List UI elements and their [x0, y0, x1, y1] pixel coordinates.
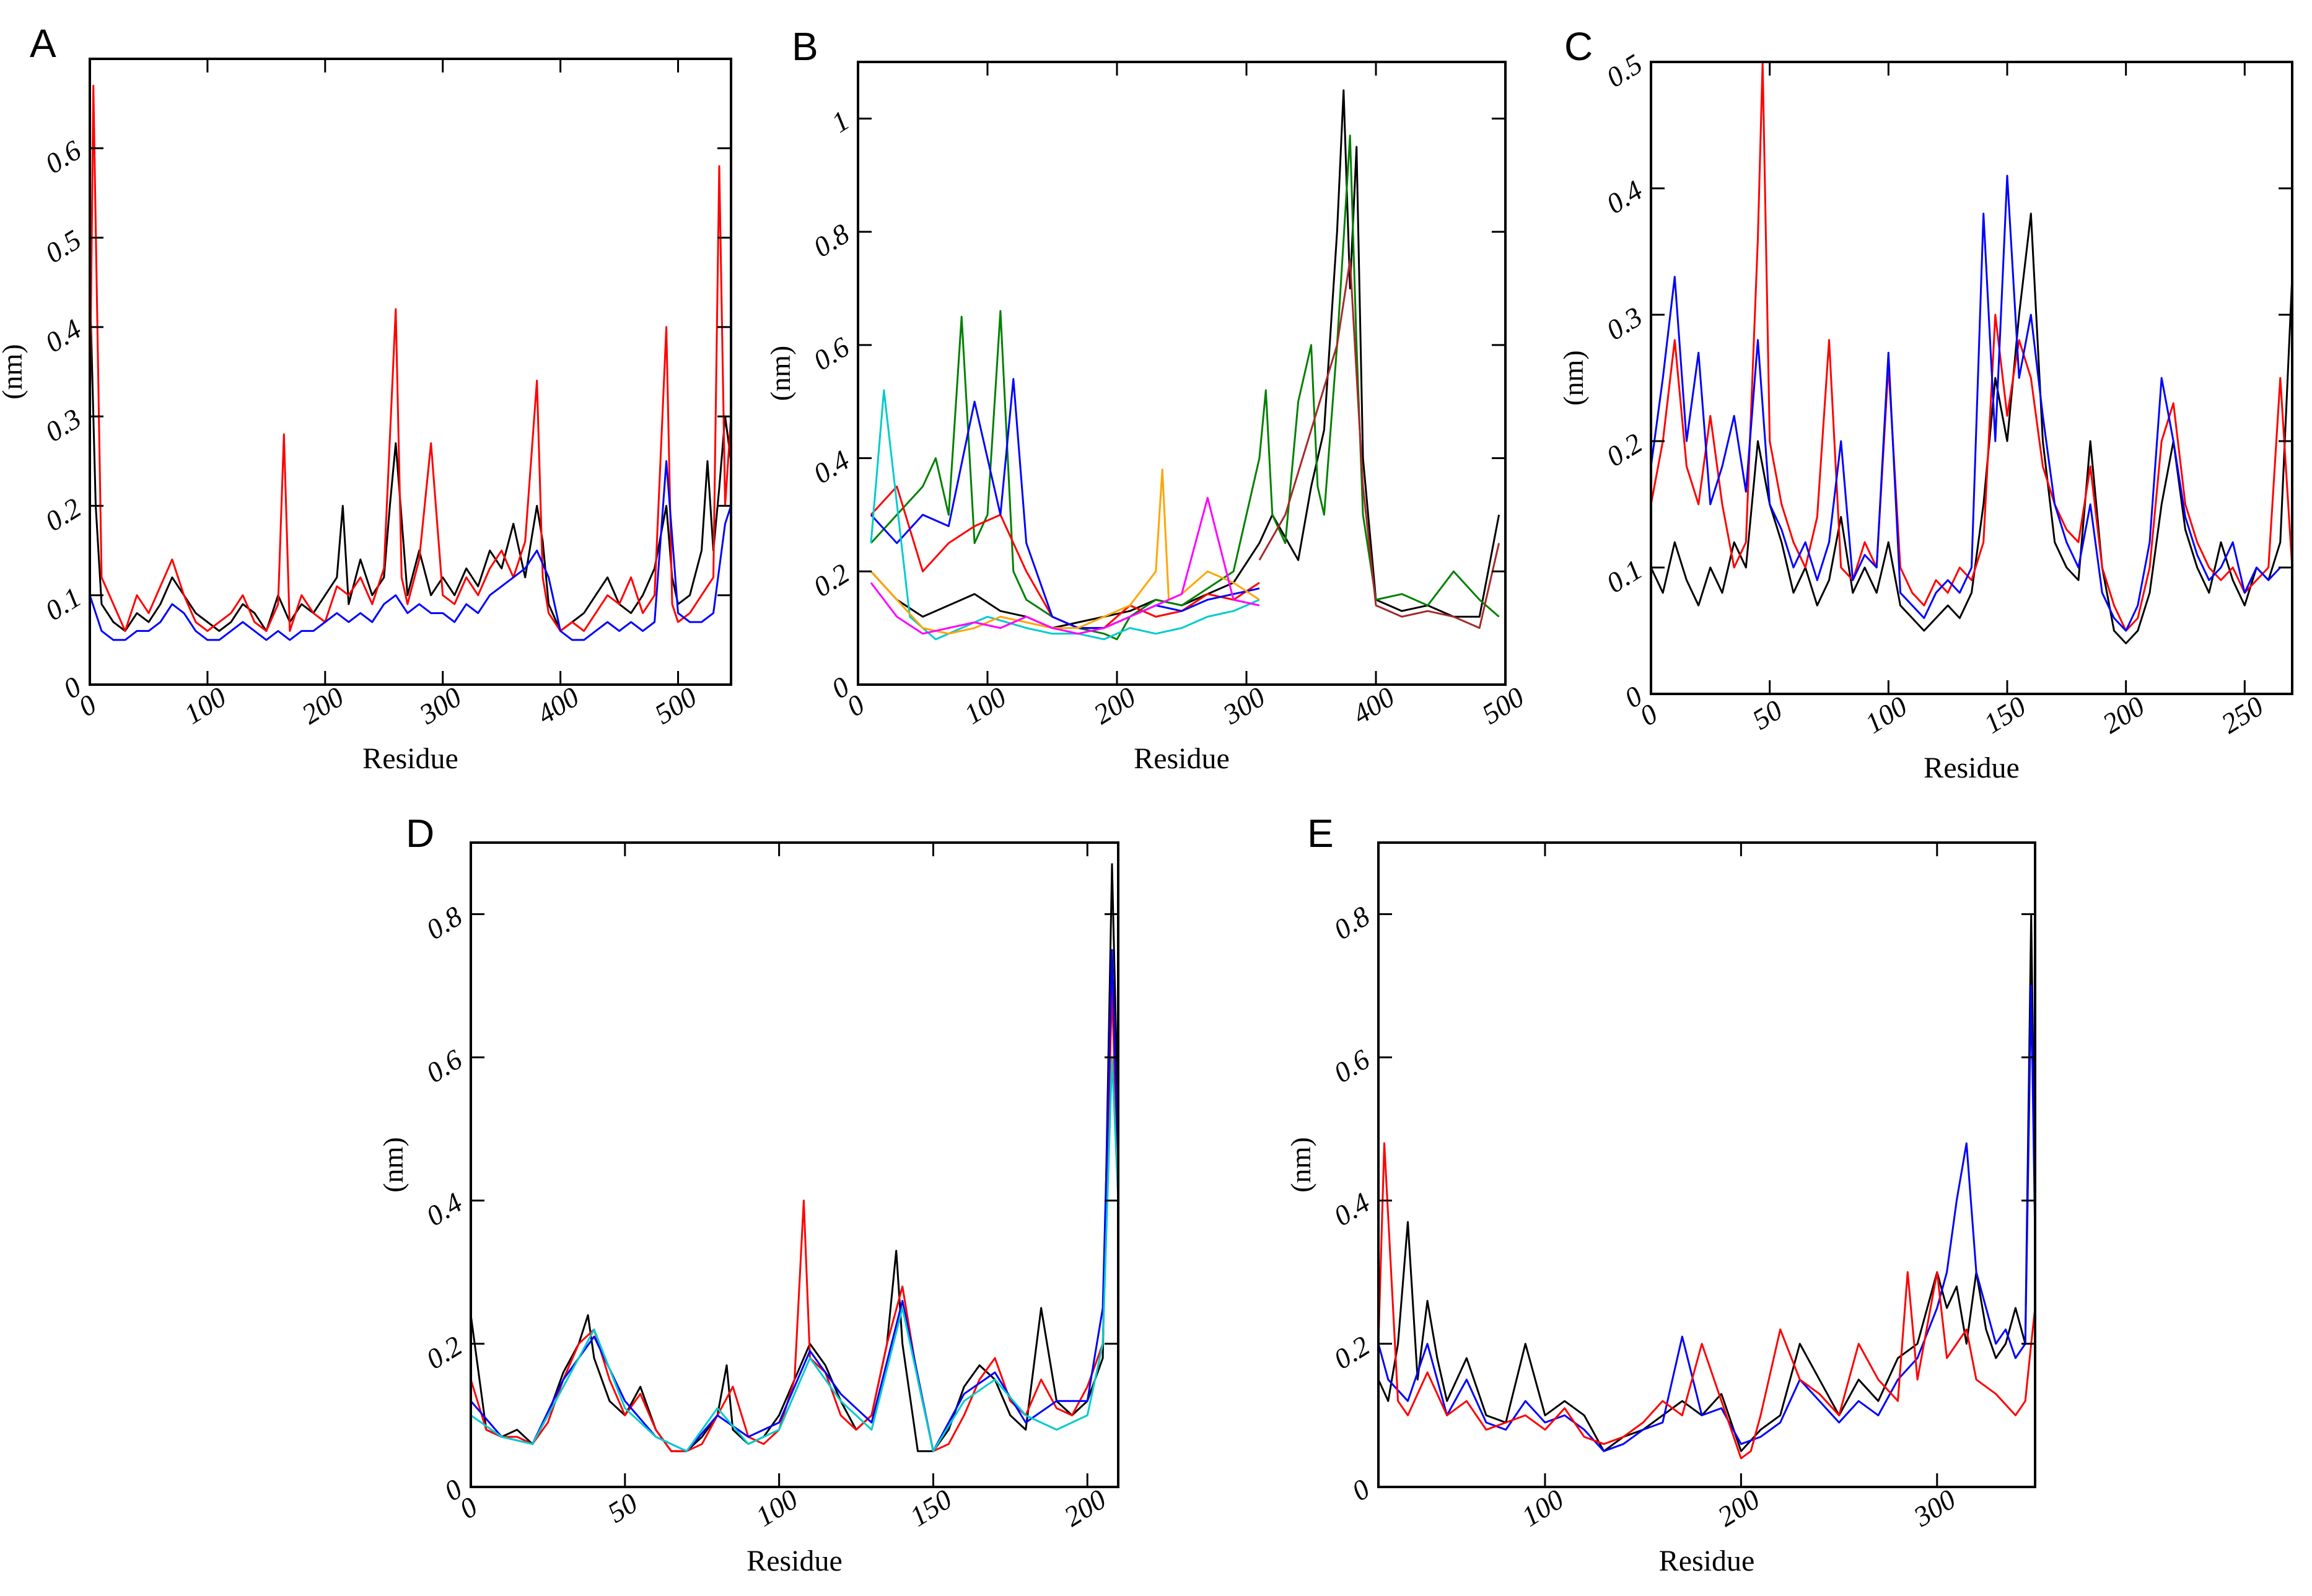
- y-tick-label: 0.1: [1601, 553, 1648, 599]
- series-line-cyan: [471, 1056, 1118, 1452]
- series-line-black: [870, 89, 1500, 629]
- series-line-black: [1651, 213, 2292, 644]
- x-tick-label: 500: [1476, 681, 1530, 730]
- x-tick-label: 250: [2216, 690, 2269, 740]
- y-axis-label: (nm): [764, 346, 796, 401]
- plot-frame: [89, 58, 732, 686]
- y-tick-label: 0: [58, 670, 87, 704]
- series-line-blue: [1378, 984, 2035, 1452]
- series-line-blue: [870, 378, 1260, 629]
- chart-panel-b: B0 100 200 300 400 50000.20.40.60.81Residue(n…: [764, 24, 1530, 775]
- chart-panel-c: C0 50 100 150 200 25000.10.20.30.40.5Residue(…: [1557, 24, 2293, 784]
- x-axis-label: Residue: [1134, 742, 1230, 775]
- x-tick-label: 200: [2097, 690, 2150, 740]
- panel-letter: E: [1307, 811, 1334, 856]
- y-axis-label: (nm): [0, 344, 28, 399]
- y-tick-label: 0.6: [1328, 1043, 1375, 1089]
- x-axis-label: Residue: [362, 742, 458, 775]
- plot-frame: [470, 841, 1119, 1488]
- panel-letter: B: [792, 24, 818, 69]
- x-tick-label: 200: [1088, 681, 1141, 730]
- chart-panel-a: A0 100 200 300 400 50000.10.20.30.40.50.6Resi…: [0, 21, 732, 775]
- x-tick-label: 150: [904, 1483, 958, 1533]
- panel-letter: D: [406, 811, 434, 856]
- x-tick-label: 300: [413, 681, 466, 730]
- plot-frame: [857, 61, 1507, 686]
- series-line-red: [90, 84, 731, 632]
- plot-frame: [1650, 61, 2293, 695]
- x-axis-label: Residue: [1924, 752, 2020, 784]
- x-tick-label: 100: [958, 681, 1012, 730]
- series-line-red: [1378, 1142, 2035, 1460]
- y-tick-label: 0.8: [1328, 900, 1375, 946]
- y-tick-label: 0.6: [808, 331, 855, 377]
- x-tick-label: 400: [1347, 681, 1400, 730]
- x-tick-label: 150: [1978, 690, 2031, 740]
- panel-letter: C: [1564, 24, 1593, 69]
- y-tick-label: 0.8: [808, 217, 855, 263]
- series-line-black: [90, 282, 731, 632]
- x-tick-label: 200: [1058, 1483, 1111, 1533]
- y-tick-label: 0.1: [40, 581, 87, 627]
- y-tick-label: 0: [1619, 680, 1648, 714]
- y-tick-label: 0: [826, 670, 855, 704]
- y-tick-label: 0.6: [421, 1043, 468, 1089]
- x-tick-label: 500: [649, 681, 703, 730]
- x-tick-label: 200: [296, 681, 349, 730]
- x-tick-label: 400: [532, 681, 585, 730]
- series-line-red: [870, 485, 1260, 629]
- series-line-blue: [471, 949, 1118, 1452]
- y-axis-label: (nm): [377, 1137, 409, 1192]
- y-tick-label: 0.3: [40, 402, 87, 448]
- series-line-green: [870, 134, 1500, 641]
- y-tick-label: 0.4: [40, 313, 87, 359]
- series-line-orange: [870, 468, 1260, 635]
- y-tick-label: 0.5: [40, 224, 87, 270]
- x-tick-label: 100: [1860, 690, 1913, 740]
- y-tick-label: 0.8: [421, 900, 468, 946]
- y-axis-label: (nm): [1557, 350, 1589, 405]
- y-tick-label: 0.2: [1328, 1330, 1375, 1375]
- series-line-blue: [90, 460, 731, 641]
- x-tick-label: 100: [1516, 1483, 1569, 1533]
- y-tick-label: 0: [439, 1473, 468, 1507]
- y-tick-label: 0.2: [421, 1330, 468, 1375]
- x-axis-label: Residue: [1659, 1545, 1755, 1577]
- x-tick-label: 300: [1217, 681, 1270, 730]
- chart-panel-e: E 100 200 300 0 0.2 0.4 0.6 0.8 Residue (nm): [1285, 811, 2036, 1577]
- series-line-red: [471, 984, 1118, 1452]
- y-tick-label: 0.6: [40, 134, 87, 180]
- x-tick-label: 300: [1907, 1483, 1961, 1533]
- y-tick-label: 0.5: [1601, 48, 1648, 94]
- y-tick-label: 0.3: [1601, 300, 1648, 346]
- series-line-magenta: [870, 497, 1260, 635]
- plot-frame: [1377, 841, 2036, 1488]
- y-tick-label: 0.4: [1601, 174, 1648, 220]
- series-line-blue: [1651, 175, 2292, 632]
- y-tick-label: 1: [826, 104, 855, 138]
- x-tick-label: 50: [602, 1487, 643, 1529]
- x-axis-label: Residue: [747, 1545, 843, 1577]
- y-tick-label: 0: [1346, 1473, 1375, 1507]
- y-tick-label: 0.2: [808, 557, 855, 603]
- series-line-black: [1378, 913, 2035, 1452]
- y-tick-label: 0.2: [1601, 427, 1648, 473]
- x-tick-label: 200: [1712, 1483, 1766, 1533]
- x-tick-label: 100: [750, 1483, 804, 1533]
- panel-letter: A: [30, 21, 56, 66]
- y-tick-label: 0.4: [808, 444, 855, 490]
- x-tick-label: 50: [1747, 694, 1788, 736]
- y-axis-label: (nm): [1285, 1137, 1316, 1192]
- y-tick-label: 0.4: [1328, 1186, 1375, 1232]
- series-line-red: [1651, 62, 2292, 632]
- y-tick-label: 0.4: [421, 1186, 468, 1232]
- series-line-brown: [1258, 259, 1500, 629]
- y-tick-label: 0.2: [40, 492, 87, 538]
- x-tick-label: 100: [178, 681, 232, 730]
